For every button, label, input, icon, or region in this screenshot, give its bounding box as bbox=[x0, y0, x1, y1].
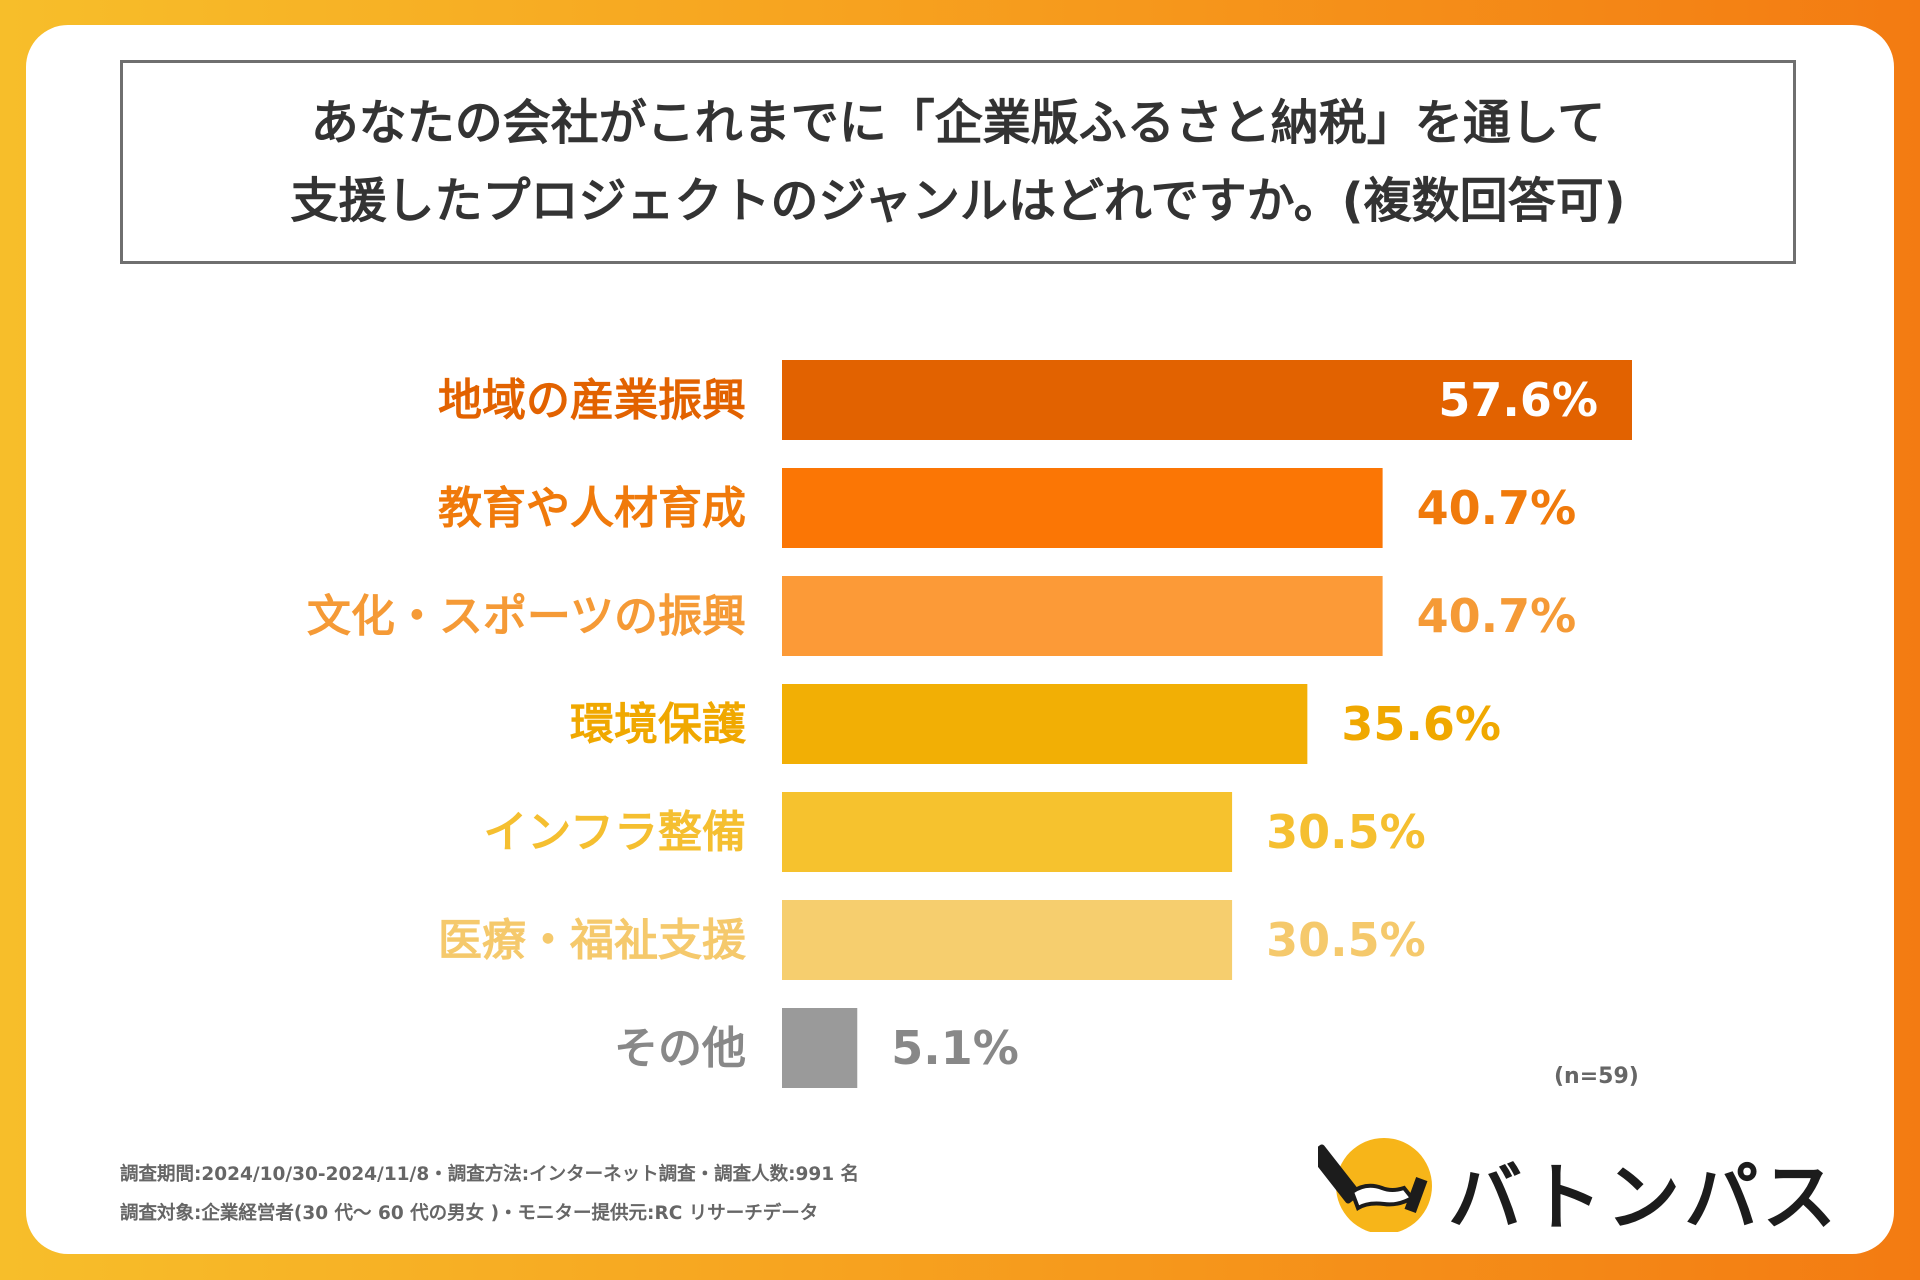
value-label-2: 40.7% bbox=[1417, 589, 1577, 643]
bar-3 bbox=[782, 684, 1308, 764]
category-label-5: 医療・福祉支援 bbox=[438, 915, 747, 966]
value-label-5: 30.5% bbox=[1266, 913, 1426, 967]
bar-1 bbox=[782, 468, 1383, 548]
value-label-0: 57.6% bbox=[1438, 373, 1598, 427]
value-label-1: 40.7% bbox=[1417, 481, 1577, 535]
title-line-2: 支援したプロジェクトのジャンルはどれですか。(複数回答可) bbox=[290, 173, 1626, 229]
category-label-4: インフラ整備 bbox=[483, 807, 746, 858]
category-label-2: 文化・スポーツの振興 bbox=[307, 591, 746, 642]
footer-survey-info: 調査期間:2024/10/30-2024/11/8・調査方法:インターネット調査… bbox=[120, 1164, 860, 1185]
bar-4 bbox=[782, 792, 1233, 872]
category-label-1: 教育や人材育成 bbox=[438, 483, 746, 534]
logo-text: バトンパス bbox=[1448, 1155, 1841, 1241]
value-label-4: 30.5% bbox=[1266, 805, 1426, 859]
bar-0 bbox=[782, 360, 1632, 440]
sample-size-note: (n=59) bbox=[1554, 1064, 1639, 1089]
title-line-1: あなたの会社がこれまでに「企業版ふるさと納税」を通して bbox=[310, 95, 1606, 151]
bar-5 bbox=[782, 900, 1233, 980]
brand-logo: バトンパス bbox=[1318, 1132, 1836, 1241]
footer-survey-target: 調査対象:企業経営者(30 代〜 60 代の男女 )・モニター提供元:RC リサ… bbox=[120, 1203, 819, 1224]
baton-hand-icon bbox=[1318, 1138, 1432, 1232]
category-label-3: 環境保護 bbox=[570, 699, 747, 750]
title-box: あなたの会社がこれまでに「企業版ふるさと納税」を通して 支援したプロジェクトのジ… bbox=[120, 60, 1796, 264]
bar-6 bbox=[782, 1008, 858, 1088]
value-label-3: 35.6% bbox=[1341, 697, 1501, 751]
value-label-6: 5.1% bbox=[891, 1021, 1019, 1075]
category-label-6: その他 bbox=[614, 1023, 746, 1074]
category-label-0: 地域の産業振興 bbox=[438, 375, 746, 426]
bar-2 bbox=[782, 576, 1383, 656]
